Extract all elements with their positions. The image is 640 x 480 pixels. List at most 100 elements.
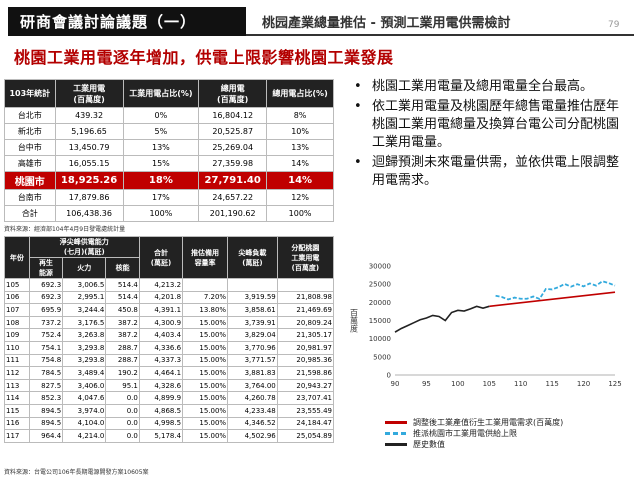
table-cell: 15.00% xyxy=(182,328,229,342)
table-cell: 4,899.9 xyxy=(138,391,184,405)
table-cell: 4,201.8 xyxy=(138,290,184,305)
x-tick-label: 90 xyxy=(391,380,400,388)
table-cell xyxy=(276,278,335,292)
table-cell: 105 xyxy=(4,278,30,292)
header-reserve: 推估備用 容量率 xyxy=(182,236,229,279)
table-cell: 24,184.47 xyxy=(276,416,335,431)
table-cell: 0.0 xyxy=(105,403,140,418)
table-cell: 3,293.8 xyxy=(62,353,107,368)
series-line-1 xyxy=(495,280,616,301)
table-cell: 113 xyxy=(4,378,30,393)
table-cell: 4,346.52 xyxy=(227,416,278,431)
table-cell: 114 xyxy=(4,391,30,405)
slide-title: 桃園工業用電逐年增加，供電上限影響桃園工業發展 xyxy=(14,48,394,67)
table-cell: 3,771.57 xyxy=(227,353,278,368)
section-title-tab: 研商會議討論議題（一） xyxy=(8,7,246,36)
table-cell: 13% xyxy=(266,139,334,156)
table-cell: 692.3 xyxy=(28,278,64,292)
table-cell: 14% xyxy=(266,171,334,190)
y-axis-label: 百萬度 xyxy=(350,309,359,334)
legend-item: 歷史數值 xyxy=(385,439,563,449)
table-cell: 15.00% xyxy=(182,416,229,431)
table-cell: 514.4 xyxy=(105,290,140,305)
x-tick-label: 95 xyxy=(422,380,431,388)
electricity-usage-table: 103年統計 工業用電 (百萬度) 工業用電占比(%) 總用電 (百萬度) 總用電占比(… xyxy=(4,79,334,222)
table-cell: 27,359.98 xyxy=(198,155,268,172)
top-header-cell: 103年統計 xyxy=(4,79,56,108)
table-cell: 7.20% xyxy=(182,290,229,305)
y-tick-label: 30000 xyxy=(369,263,391,271)
legend-swatch-blue xyxy=(385,431,407,435)
table-cell: 106,438.36 xyxy=(54,205,124,222)
table-cell: 5% xyxy=(122,123,200,140)
bullet-item: 迴歸預測未來電量供需，並依供電上限調整用電需求。 xyxy=(348,154,628,190)
table-row: 110 754.1 3,293.8 288.7 4,336.6 15.00% 3,770.9… xyxy=(4,340,335,355)
table-cell: 15.00% xyxy=(182,340,229,355)
table-cell: 23,555.49 xyxy=(276,403,335,418)
y-tick-label: 15000 xyxy=(369,317,391,325)
table-cell: 201,190.62 xyxy=(198,205,268,222)
x-tick-label: 100 xyxy=(451,380,464,388)
top-header-cell: 總用電占比(%) xyxy=(266,79,334,108)
table-cell: 23,707.41 xyxy=(276,391,335,405)
table-cell: 15.00% xyxy=(182,429,229,443)
table-cell: 4,403.4 xyxy=(138,328,184,342)
table-cell: 3,176.5 xyxy=(62,315,107,330)
table-cell: 10% xyxy=(266,123,334,140)
table-cell: 16,804.12 xyxy=(198,107,268,124)
table-cell: 15% xyxy=(122,155,200,172)
x-tick-label: 105 xyxy=(483,380,496,388)
table-cell: 20,943.27 xyxy=(276,378,335,393)
table-cell: 25,054.89 xyxy=(276,429,335,443)
top-header-cell: 工業用電 (百萬度) xyxy=(54,79,124,108)
table-cell: 190.2 xyxy=(105,366,140,380)
table-cell: 3,006.5 xyxy=(62,278,107,292)
table-cell: 3,974.0 xyxy=(62,403,107,418)
table-cell: 台南市 xyxy=(4,189,56,206)
table-row: 台南市 17,879.86 17% 24,657.22 12% xyxy=(4,189,334,206)
table-cell: 894.5 xyxy=(28,416,64,431)
table-cell: 高雄市 xyxy=(4,155,56,172)
top-header-cell: 工業用電占比(%) xyxy=(122,79,200,108)
table-cell: 852.3 xyxy=(28,391,64,405)
table-cell: 3,293.8 xyxy=(62,340,107,355)
table-cell: 3,764.00 xyxy=(227,378,278,393)
table-row: 台中市 13,450.79 13% 25,269.04 13% xyxy=(4,139,334,156)
power-supply-table: 年份 淨尖峰供電能力 (七月)(萬瓩) 合計 (萬瓩) 推估備用 容量率 尖峰負… xyxy=(4,236,335,443)
table-cell: 3,770.96 xyxy=(227,340,278,355)
table-cell: 20,809.24 xyxy=(276,315,335,330)
x-tick-label: 115 xyxy=(545,380,558,388)
table-cell: 4,214.0 xyxy=(62,429,107,443)
y-tick-label: 25000 xyxy=(369,281,391,289)
table-row: 高雄市 16,055.15 15% 27,359.98 14% xyxy=(4,155,334,172)
table-row: 116 894.5 4,104.0 0.0 4,998.5 15.00% 4,346.52 2… xyxy=(4,416,335,431)
header-divider xyxy=(246,34,634,36)
table-cell: 15.00% xyxy=(182,403,229,418)
table-cell: 18% xyxy=(122,171,200,190)
table-cell: 439.32 xyxy=(54,107,124,124)
table-row: 115 894.5 3,974.0 0.0 4,868.5 15.00% 4,233.48 2… xyxy=(4,403,335,418)
table-row: 合計 106,438.36 100% 201,190.62 100% xyxy=(4,205,334,222)
table-cell: 100% xyxy=(266,205,334,222)
table-cell: 0.0 xyxy=(105,429,140,443)
bullet-item: 桃園工業用電量及總用電量全台最高。 xyxy=(348,78,628,96)
table-cell: 4,300.9 xyxy=(138,315,184,330)
table-cell: 288.7 xyxy=(105,353,140,368)
y-tick-label: 0 xyxy=(387,372,391,380)
table-cell: 450.8 xyxy=(105,303,140,317)
table-cell: 4,328.6 xyxy=(138,378,184,393)
table-cell: 754.1 xyxy=(28,340,64,355)
table-cell: 111 xyxy=(4,353,30,368)
electricity-forecast-chart: 0 5000 10000 15000 20000 25000 30000 90 95 100 105… xyxy=(350,263,622,389)
table-cell: 4,337.3 xyxy=(138,353,184,368)
table-cell: 3,263.8 xyxy=(62,328,107,342)
table-row: 107 695.9 3,244.4 450.8 4,391.1 13.80% 3,858.6… xyxy=(4,303,335,317)
table-cell xyxy=(227,278,278,292)
table-cell: 0% xyxy=(122,107,200,124)
bottom-table-source: 資料來源：台電公司106年長期電源開發方案10605案 xyxy=(4,469,149,476)
table-cell: 4,998.5 xyxy=(138,416,184,431)
x-tick-label: 120 xyxy=(577,380,590,388)
top-table-source: 資料來源：經濟部104年4月9日發電處統計量 xyxy=(4,226,126,233)
table-cell: 15.00% xyxy=(182,391,229,405)
table-cell: 387.2 xyxy=(105,328,140,342)
